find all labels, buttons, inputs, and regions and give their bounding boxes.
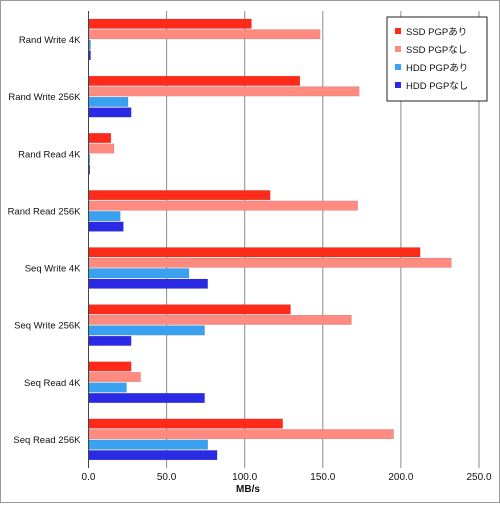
category-label: Rand Read 256K: [8, 206, 82, 217]
category-label: Seq Read 4K: [24, 378, 81, 389]
bar: [88, 372, 141, 382]
category-label: Seq Write 4K: [25, 264, 81, 275]
bar: [88, 29, 321, 40]
legend-box: [386, 16, 488, 102]
bar: [88, 382, 127, 393]
bar: [88, 164, 91, 175]
bar: [88, 325, 205, 336]
legend-swatch: [395, 28, 401, 34]
x-tick-label: 100.0: [232, 472, 257, 483]
bar: [88, 190, 271, 201]
category-label: Seq Read 256K: [13, 435, 81, 446]
bar: [88, 278, 208, 289]
legend-label: HDD PGPなし: [406, 81, 468, 92]
x-tick-label: 50.0: [157, 472, 177, 483]
bar: [88, 75, 301, 86]
bar: [88, 257, 452, 268]
bar: [88, 439, 208, 450]
legend-swatch: [395, 46, 401, 52]
bar: [88, 39, 91, 50]
legend: SSD PGPあり SSD PGPなし HDD PGPあり HDD PGPなし: [386, 16, 488, 102]
bar: [88, 247, 421, 258]
x-tick-label: 0.0: [82, 472, 96, 483]
bar: [88, 418, 283, 429]
bar: [88, 335, 132, 346]
bar: [88, 18, 252, 29]
bar: [88, 450, 218, 461]
bars: [88, 18, 452, 461]
x-tick-label: 150.0: [310, 472, 335, 483]
bar: [88, 50, 91, 61]
bar: [88, 221, 124, 232]
category-labels: Rand Write 4K Rand Write 256K Rand Read 4K…: [8, 35, 82, 446]
bar: [88, 268, 190, 279]
x-axis-label: MB/s: [236, 484, 260, 495]
legend-label: SSD PGPあり: [406, 27, 467, 38]
bar: [88, 304, 291, 315]
bar: [88, 393, 205, 403]
category-label: Rand Write 256K: [8, 92, 81, 103]
category-label: Seq Write 256K: [14, 321, 81, 332]
bar: [88, 429, 394, 440]
bar: [88, 154, 91, 164]
bar: [88, 96, 129, 107]
legend-label: HDD PGPあり: [406, 63, 468, 74]
bar: [88, 86, 360, 97]
x-tick-label: 250.0: [466, 472, 491, 483]
x-tick-labels: 0.0 50.0 100.0 150.0 200.0 250.0: [82, 472, 492, 483]
category-label: Rand Write 4K: [19, 35, 81, 46]
bar: [88, 314, 352, 325]
bar: [88, 361, 132, 372]
x-tick-label: 200.0: [388, 472, 413, 483]
bar: [88, 211, 121, 222]
bar: [88, 200, 358, 211]
legend-swatch: [395, 82, 401, 88]
bar: [88, 133, 112, 143]
legend-swatch: [395, 64, 401, 70]
legend-label: SSD PGPなし: [406, 45, 467, 56]
bar: [88, 107, 132, 118]
category-label: Rand Read 4K: [18, 149, 81, 160]
bar: [88, 143, 115, 154]
